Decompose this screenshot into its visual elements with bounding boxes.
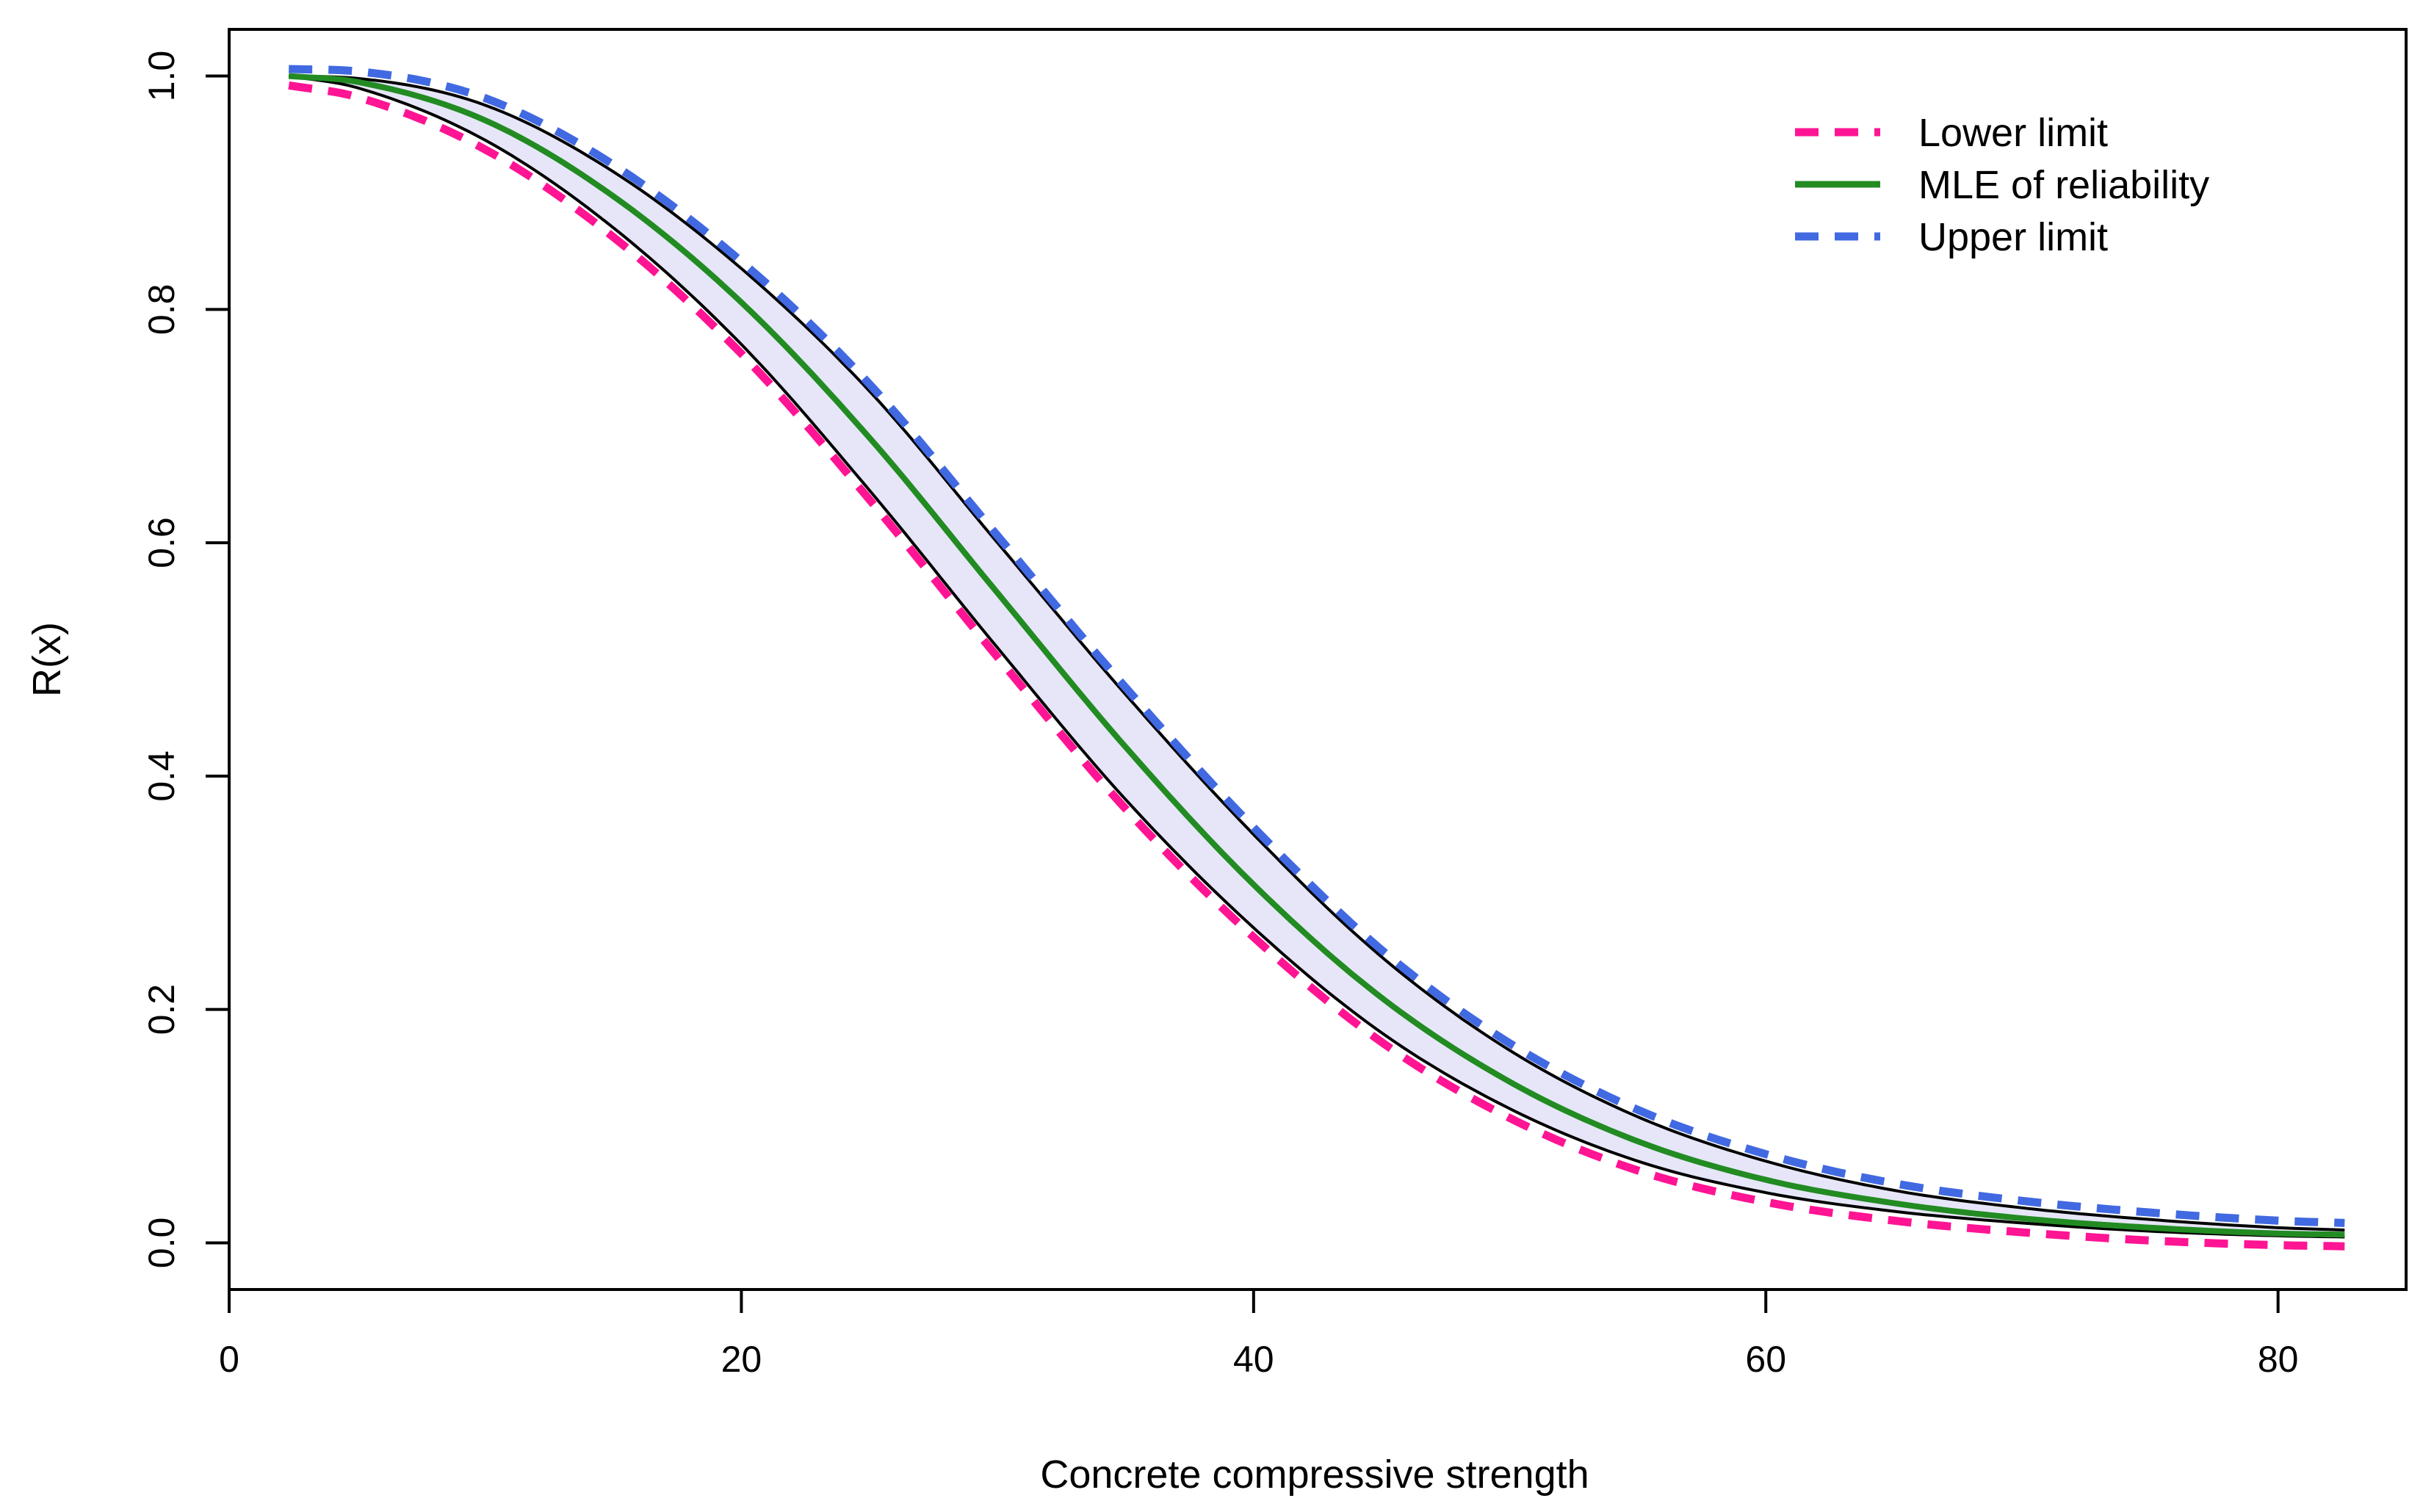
legend-label-upper-limit: Upper limit	[1918, 215, 2108, 259]
series-line-upper-limit	[289, 65, 2345, 1227]
x-axis: 0 20 40 60 80	[219, 1288, 2299, 1380]
x-tick-label: 80	[2258, 1339, 2299, 1380]
y-axis-title: R(x)	[25, 622, 69, 697]
band-upper-border	[289, 74, 2345, 1231]
y-tick-label: 0.6	[141, 517, 182, 568]
series-line-lower-limit	[288, 81, 2345, 1251]
x-tick-label: 0	[219, 1339, 239, 1380]
series-line-mle-reliability	[288, 73, 2345, 1238]
x-axis-title: Concrete compressive strength	[1040, 1453, 1589, 1497]
band-lower-border	[288, 74, 2345, 1239]
y-tick-label: 0.4	[141, 750, 182, 802]
y-tick-label: 0.2	[141, 984, 182, 1035]
legend-label-lower-limit: Lower limit	[1918, 111, 2108, 155]
x-tick-label: 20	[721, 1339, 762, 1380]
legend: Lower limit MLE of reliability Upper limit	[1795, 111, 2209, 259]
y-axis: 0.0 0.2 0.4 0.6 0.8 1.0	[141, 51, 231, 1269]
x-tick-label: 40	[1233, 1339, 1274, 1380]
series-layer	[288, 65, 2345, 1251]
legend-label-mle-reliability: MLE of reliability	[1918, 163, 2209, 207]
y-tick-label: 0.0	[141, 1218, 182, 1269]
y-tick-label: 1.0	[141, 51, 182, 102]
y-tick-label: 0.8	[141, 284, 182, 336]
x-tick-label: 60	[1745, 1339, 1786, 1380]
